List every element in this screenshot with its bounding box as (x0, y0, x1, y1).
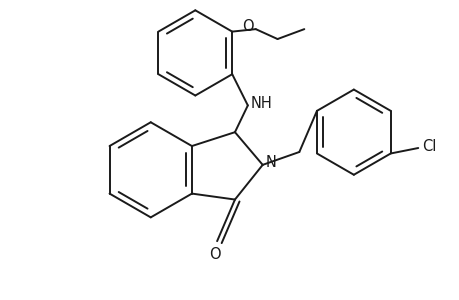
Text: O: O (241, 19, 253, 34)
Text: NH: NH (250, 96, 272, 111)
Text: Cl: Cl (421, 139, 436, 154)
Text: N: N (265, 155, 276, 170)
Text: O: O (209, 247, 220, 262)
